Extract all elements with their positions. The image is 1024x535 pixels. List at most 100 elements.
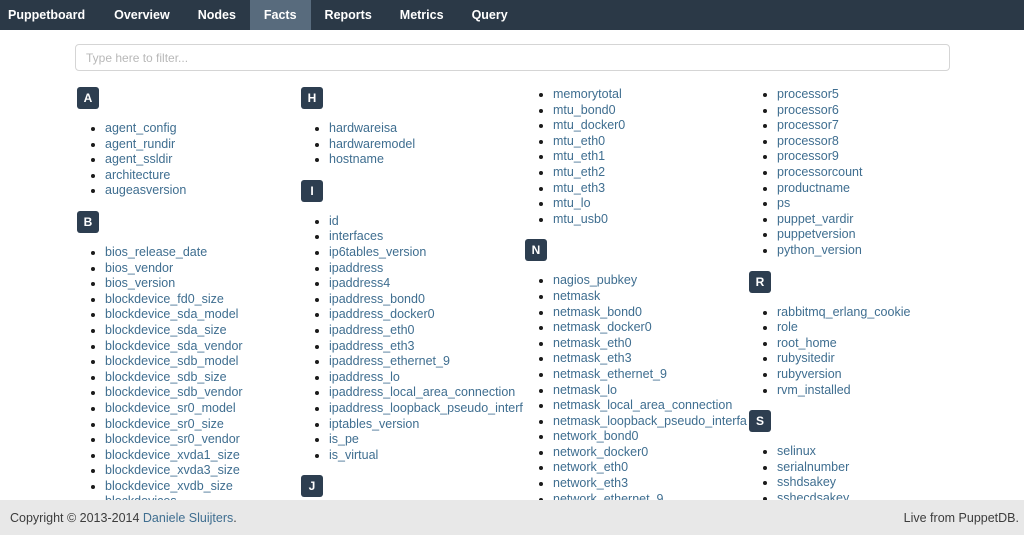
- nav-item-facts[interactable]: Facts: [249, 0, 311, 30]
- fact-link[interactable]: ipaddress_local_area_connection: [329, 385, 516, 400]
- fact-link[interactable]: blockdevice_sr0_size: [105, 416, 224, 431]
- fact-link[interactable]: netmask_ethernet_9: [553, 366, 667, 381]
- fact-link[interactable]: architecture: [105, 167, 171, 182]
- fact-link[interactable]: rubyversion: [777, 366, 842, 381]
- fact-link[interactable]: blockdevices: [105, 494, 177, 500]
- fact-link[interactable]: hardwareisa: [329, 121, 398, 135]
- fact-link[interactable]: mtu_eth2: [553, 164, 606, 179]
- fact-link[interactable]: processor9: [777, 149, 839, 164]
- fact-link[interactable]: ipaddress_docker0: [329, 307, 435, 322]
- fact-link[interactable]: processorcount: [777, 164, 863, 179]
- fact-link[interactable]: netmask_eth0: [553, 335, 632, 350]
- fact-link[interactable]: mtu_eth3: [553, 180, 606, 195]
- fact-link[interactable]: blockdevice_sda_model: [105, 307, 239, 322]
- fact-link[interactable]: blockdevice_sr0_vendor: [105, 432, 240, 447]
- fact-link[interactable]: processor6: [777, 102, 839, 117]
- fact-link[interactable]: ipaddress_eth0: [329, 322, 415, 337]
- fact-link[interactable]: mtu_docker0: [553, 118, 626, 133]
- fact-item: root_home: [777, 336, 971, 352]
- fact-link[interactable]: network_eth0: [553, 460, 629, 475]
- fact-link[interactable]: iptables_version: [329, 416, 420, 431]
- fact-link[interactable]: is_pe: [329, 432, 359, 447]
- fact-link[interactable]: hostname: [329, 152, 384, 167]
- fact-link[interactable]: blockdevice_sda_size: [105, 322, 227, 337]
- fact-link[interactable]: ipaddress_bond0: [329, 291, 425, 306]
- fact-link[interactable]: netmask: [553, 288, 601, 303]
- fact-link[interactable]: hardwaremodel: [329, 136, 416, 151]
- fact-item: netmask_local_area_connection: [553, 398, 747, 414]
- fact-link[interactable]: agent_rundir: [105, 136, 176, 151]
- fact-link[interactable]: blockdevice_sdb_vendor: [105, 385, 243, 400]
- fact-item: processorcount: [777, 165, 971, 181]
- fact-link[interactable]: productname: [777, 180, 850, 195]
- nav-item-query[interactable]: Query: [471, 8, 508, 22]
- fact-link[interactable]: blockdevice_sdb_model: [105, 354, 239, 369]
- fact-link[interactable]: blockdevice_sr0_model: [105, 400, 236, 415]
- brand-puppetboard[interactable]: Puppetboard: [8, 8, 86, 22]
- fact-link[interactable]: blockdevice_fd0_size: [105, 291, 224, 306]
- fact-link[interactable]: blockdevice_sdb_size: [105, 369, 227, 384]
- fact-link[interactable]: selinux: [777, 444, 816, 459]
- fact-link[interactable]: is_virtual: [329, 447, 379, 462]
- nav-item-nodes[interactable]: Nodes: [197, 8, 236, 22]
- fact-link[interactable]: mtu_lo: [553, 196, 591, 211]
- fact-item: processor8: [777, 134, 971, 150]
- fact-link[interactable]: ip6tables_version: [329, 244, 427, 259]
- fact-link[interactable]: serialnumber: [777, 459, 850, 474]
- fact-link[interactable]: network_docker0: [553, 444, 649, 459]
- fact-link[interactable]: bios_vendor: [105, 260, 174, 275]
- fact-link[interactable]: netmask_docker0: [553, 320, 652, 335]
- fact-link[interactable]: mtu_eth1: [553, 149, 606, 164]
- fact-link[interactable]: agent_config: [105, 121, 177, 135]
- fact-link[interactable]: python_version: [777, 242, 862, 257]
- fact-link[interactable]: blockdevice_xvdb_size: [105, 478, 233, 493]
- fact-link[interactable]: role: [777, 320, 798, 335]
- fact-link[interactable]: agent_ssldir: [105, 152, 173, 167]
- fact-link[interactable]: blockdevice_xvda3_size: [105, 463, 240, 478]
- fact-link[interactable]: netmask_bond0: [553, 304, 642, 319]
- fact-link[interactable]: rabbitmq_erlang_cookie: [777, 304, 911, 319]
- fact-link[interactable]: ipaddress4: [329, 276, 391, 291]
- fact-link[interactable]: augeasversion: [105, 183, 187, 198]
- fact-link[interactable]: root_home: [777, 335, 837, 350]
- fact-link[interactable]: ipaddress_eth3: [329, 338, 415, 353]
- fact-link[interactable]: processor7: [777, 118, 839, 133]
- fact-link[interactable]: network_ethernet_9: [553, 491, 664, 500]
- fact-link[interactable]: ipaddress: [329, 260, 384, 275]
- nav-item-metrics[interactable]: Metrics: [399, 8, 444, 22]
- fact-link[interactable]: processor8: [777, 133, 839, 148]
- fact-link[interactable]: puppet_vardir: [777, 211, 854, 226]
- fact-link[interactable]: interfaces: [329, 229, 384, 244]
- fact-link[interactable]: netmask_eth3: [553, 351, 632, 366]
- fact-link[interactable]: network_bond0: [553, 429, 639, 444]
- fact-link[interactable]: rubysitedir: [777, 351, 835, 366]
- fact-link[interactable]: ipaddress_loopback_pseudo_interface: [329, 400, 523, 415]
- fact-link[interactable]: sshecdsakey: [777, 490, 850, 500]
- fact-link[interactable]: ipaddress_ethernet_9: [329, 354, 450, 369]
- fact-link[interactable]: ps: [777, 196, 791, 211]
- fact-link[interactable]: blockdevice_sda_vendor: [105, 338, 243, 353]
- fact-link[interactable]: processor5: [777, 87, 839, 101]
- fact-link[interactable]: id: [329, 213, 339, 228]
- fact-link[interactable]: mtu_bond0: [553, 102, 616, 117]
- fact-item: blockdevice_sdb_vendor: [105, 385, 299, 401]
- fact-link[interactable]: rvm_installed: [777, 382, 851, 397]
- fact-link[interactable]: memorytotal: [553, 87, 622, 101]
- nav-item-reports[interactable]: Reports: [324, 8, 372, 22]
- fact-link[interactable]: netmask_local_area_connection: [553, 398, 733, 413]
- filter-input[interactable]: [75, 44, 950, 71]
- fact-link[interactable]: ipaddress_lo: [329, 369, 400, 384]
- fact-link[interactable]: bios_version: [105, 276, 176, 291]
- copyright-link[interactable]: Daniele Sluijters: [142, 510, 234, 525]
- fact-link[interactable]: netmask_loopback_pseudo_interface: [553, 413, 747, 428]
- fact-link[interactable]: mtu_usb0: [553, 211, 608, 226]
- fact-link[interactable]: sshdsakey: [777, 475, 837, 490]
- fact-link[interactable]: nagios_pubkey: [553, 273, 638, 288]
- fact-link[interactable]: puppetversion: [777, 227, 856, 242]
- fact-link[interactable]: mtu_eth0: [553, 133, 606, 148]
- fact-link[interactable]: network_eth3: [553, 476, 629, 491]
- fact-link[interactable]: blockdevice_xvda1_size: [105, 447, 240, 462]
- fact-link[interactable]: netmask_lo: [553, 382, 617, 397]
- fact-link[interactable]: bios_release_date: [105, 244, 208, 259]
- nav-item-overview[interactable]: Overview: [114, 8, 170, 22]
